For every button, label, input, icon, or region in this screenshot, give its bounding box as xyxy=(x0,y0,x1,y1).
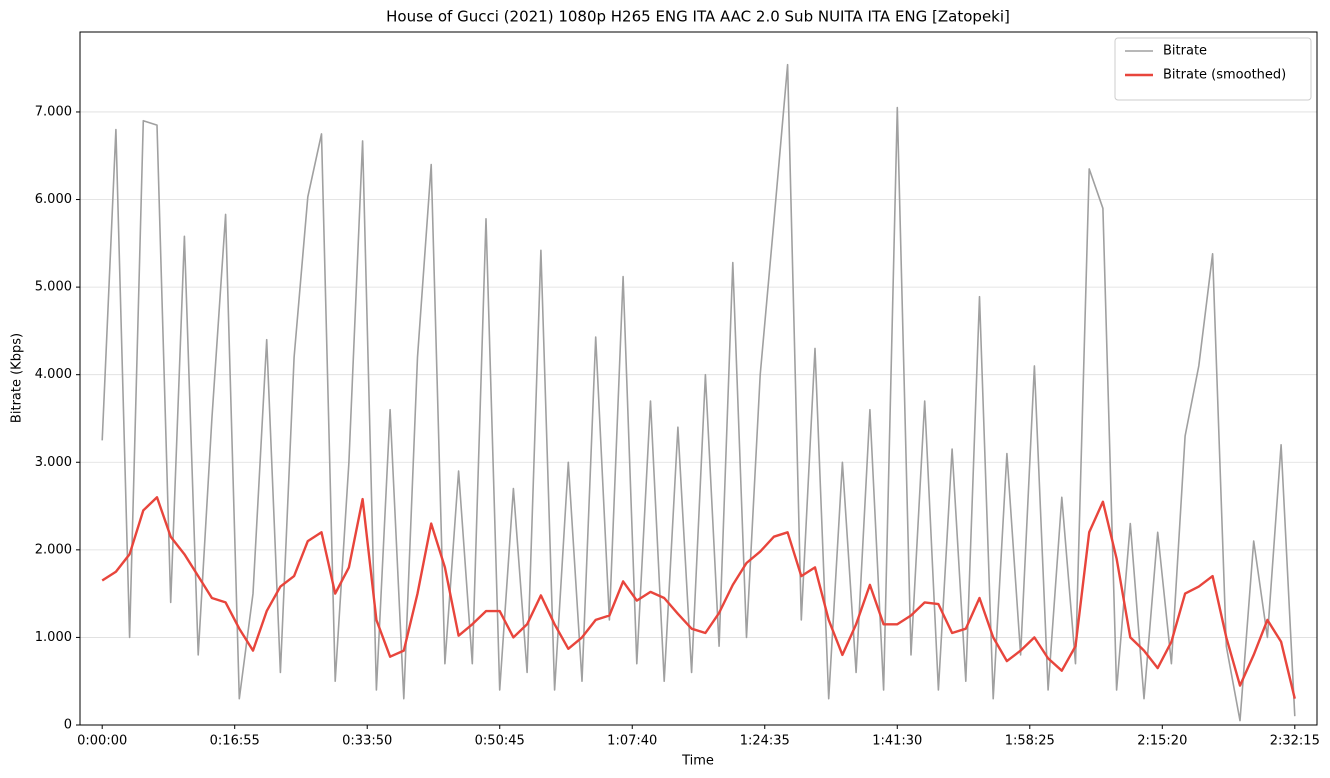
plot-frame xyxy=(79,31,1318,726)
legend-label: Bitrate (smoothed) xyxy=(1163,68,1286,83)
x-tick-label: 2:15:20 xyxy=(1137,734,1187,749)
chart-title: House of Gucci (2021) 1080p H265 ENG ITA… xyxy=(386,8,1010,26)
y-tick-label: 7.000 xyxy=(35,104,72,119)
x-tick-label: 1:07:40 xyxy=(607,734,657,749)
y-tick-label: 5.000 xyxy=(35,280,72,295)
series-line xyxy=(101,63,1296,722)
x-tick-label: 1:41:30 xyxy=(872,734,922,749)
y-tick-label: 4.000 xyxy=(35,367,72,382)
series-line xyxy=(101,496,1296,699)
x-tick-label: 2:32:15 xyxy=(1270,734,1320,749)
x-tick-label: 0:00:00 xyxy=(77,734,127,749)
x-tick-label: 0:16:55 xyxy=(210,734,260,749)
y-tick-label: 3.000 xyxy=(35,455,72,470)
x-axis-label: Time xyxy=(681,754,714,769)
y-tick-label: 6.000 xyxy=(35,192,72,207)
legend-label: Bitrate xyxy=(1163,44,1207,59)
y-tick-label: 0 xyxy=(64,718,72,733)
y-tick-label: 2.000 xyxy=(35,542,72,557)
x-tick-label: 1:58:25 xyxy=(1005,734,1055,749)
x-tick-label: 1:24:35 xyxy=(740,734,790,749)
x-tick-label: 0:50:45 xyxy=(475,734,525,749)
y-axis-label: Bitrate (Kbps) xyxy=(10,333,25,423)
y-tick-label: 1.000 xyxy=(35,630,72,645)
legend-box xyxy=(1114,37,1312,101)
x-tick-label: 0:33:50 xyxy=(342,734,392,749)
